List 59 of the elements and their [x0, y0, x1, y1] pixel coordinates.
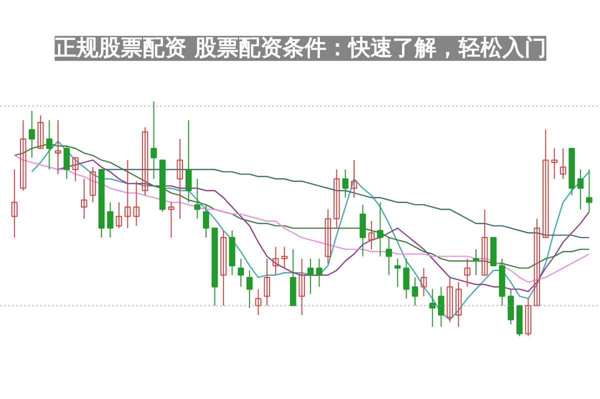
- chart-title: 正规股票配资 股票配资条件：快速了解，轻松入门: [54, 34, 546, 61]
- candlestick: [176, 138, 184, 220]
- candlestick: [202, 204, 210, 238]
- candlestick: [586, 168, 592, 212]
- candlestick: [255, 288, 262, 316]
- candlestick: [238, 258, 244, 288]
- candlestick: [324, 208, 332, 264]
- candlestick: [360, 204, 366, 257]
- candlestick: [342, 168, 348, 198]
- candlestick: [54, 120, 62, 175]
- candlestick: [168, 202, 174, 238]
- candlestick: [455, 282, 462, 328]
- candlestick: [298, 258, 305, 316]
- candlestick: [429, 288, 436, 328]
- candlestick: [150, 100, 157, 180]
- candlestick: [264, 258, 270, 306]
- candlestick: [577, 168, 584, 210]
- candlestick: [350, 160, 358, 198]
- candlestick: [316, 258, 322, 288]
- candlestick: [377, 202, 384, 257]
- candlestick: [116, 202, 122, 229]
- candlestick: [246, 270, 253, 308]
- candlestick: [420, 268, 427, 297]
- candlestick: [20, 120, 26, 192]
- candlestick: [464, 258, 470, 288]
- candlestick: [124, 160, 131, 229]
- candlestick: [394, 258, 401, 288]
- candlestick: [525, 298, 532, 337]
- candlestick: [334, 168, 340, 229]
- candlestick: [64, 146, 70, 180]
- candlestick: [194, 178, 200, 220]
- candlestick: [307, 258, 314, 294]
- candlestick: [107, 202, 114, 238]
- candlestick: [508, 288, 514, 325]
- candlestick: [185, 120, 192, 203]
- candlestick: [368, 220, 375, 250]
- candlestick: [11, 168, 18, 238]
- candlestick: [551, 148, 558, 180]
- candlestick: [133, 180, 140, 226]
- candlestick: [386, 237, 392, 276]
- candlestick: [482, 208, 488, 276]
- candlestick: [72, 157, 79, 182]
- candlestick: [142, 126, 148, 196]
- candlestick: [542, 129, 549, 238]
- candlestick: [446, 276, 453, 323]
- candlestick: [90, 166, 96, 203]
- candlestick: [472, 248, 480, 276]
- candlestick: [46, 120, 52, 170]
- candlestick: [281, 246, 288, 269]
- candlestick: [403, 258, 410, 300]
- candlestick: [412, 276, 418, 306]
- candlestick: [28, 110, 35, 158]
- candlestick: [220, 230, 227, 306]
- candlestick: [37, 115, 44, 149]
- candlestick: [272, 246, 279, 276]
- candlestick: [534, 218, 540, 306]
- candlestick: [80, 178, 88, 220]
- candlestick: [438, 286, 444, 328]
- candlestick: [560, 148, 566, 180]
